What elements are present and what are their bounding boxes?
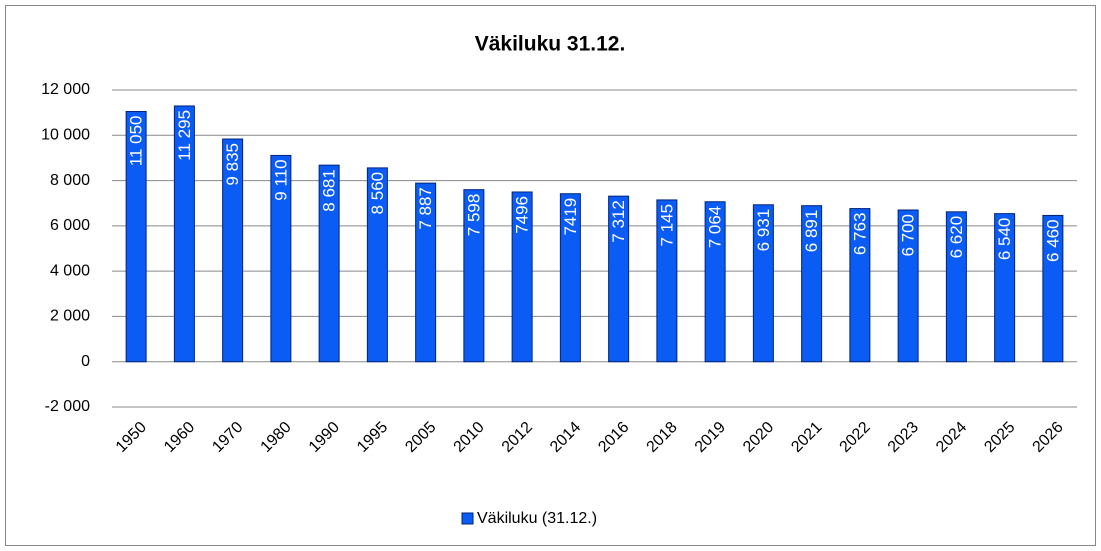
data-label: 11 050 (127, 116, 146, 167)
bar (704, 201, 726, 363)
bar (656, 199, 678, 363)
y-tick-label: 8 000 (50, 172, 90, 189)
bar (849, 208, 871, 363)
data-label: 8 560 (368, 172, 387, 215)
data-label: 7 887 (416, 187, 435, 230)
legend-swatch (461, 512, 474, 525)
data-label: 6 620 (947, 216, 966, 259)
data-label: 8 681 (320, 169, 339, 212)
bar (173, 105, 195, 363)
bar (994, 213, 1016, 363)
legend-label: Väkiluku (31.12.) (477, 510, 597, 527)
chart-border (5, 5, 1096, 546)
data-label: 6 763 (850, 213, 869, 256)
y-tick-label: 6 000 (50, 217, 90, 234)
data-label: 7 312 (609, 200, 628, 243)
bar (318, 164, 340, 363)
data-label: 6 540 (995, 218, 1014, 261)
bar (366, 167, 388, 363)
chart-title: Väkiluku 31.12. (475, 33, 626, 56)
bar (511, 191, 533, 363)
y-tick-label: -2 000 (45, 398, 90, 415)
bar (125, 111, 147, 363)
y-tick-label: 2 000 (50, 308, 90, 325)
data-label: 7496 (513, 196, 532, 234)
data-label: 6 891 (802, 210, 821, 253)
data-label: 6 700 (899, 214, 918, 257)
y-tick-label: 0 (81, 353, 90, 370)
bar (270, 154, 292, 363)
data-label: 6 931 (754, 209, 773, 252)
data-label: 7 145 (657, 204, 676, 247)
data-label: 7 064 (706, 206, 725, 249)
bar (559, 193, 581, 363)
bar (608, 195, 630, 363)
data-label: 7419 (561, 198, 580, 236)
y-tick-label: 10 000 (41, 127, 90, 144)
bar (752, 204, 774, 363)
bar (801, 205, 823, 363)
data-label: 6 460 (1043, 219, 1062, 262)
data-label: 7 598 (464, 194, 483, 237)
bar (222, 138, 244, 363)
data-label: 11 295 (175, 110, 194, 161)
bar (945, 211, 967, 363)
data-label: 9 110 (271, 159, 290, 200)
bar (1042, 214, 1064, 363)
bar (415, 182, 437, 363)
data-label: 9 835 (223, 143, 242, 186)
y-tick-label: 4 000 (50, 262, 90, 279)
y-tick-label: 12 000 (41, 81, 90, 98)
bar (897, 209, 919, 363)
bar (463, 189, 485, 363)
